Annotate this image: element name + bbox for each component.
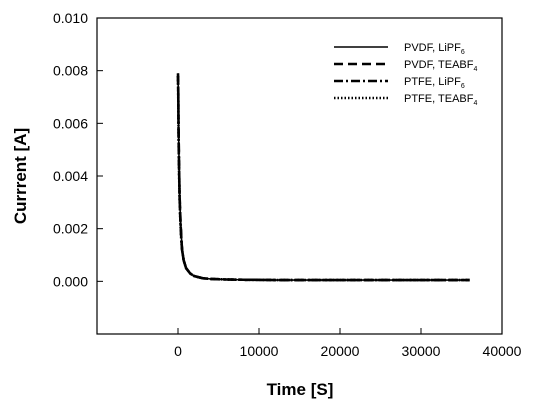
legend-label-main: PVDF, TEABF [404,59,474,71]
legend-label-subscript: 4 [473,100,477,107]
legend-label-2: PTFE, LiPF6 [404,76,465,90]
legend-label-subscript: 4 [473,66,477,73]
legend-label-main: PTFE, TEABF [404,93,474,105]
x-tick-label: 30000 [402,343,441,359]
y-tick-label: 0.008 [53,63,88,79]
legend-label-subscript: 6 [461,49,465,56]
y-tick-label: 0.010 [53,10,88,26]
legend-label-0: PVDF, LiPF6 [404,42,465,56]
x-axis-title: Time [S] [267,380,334,399]
x-tick-label: 40000 [483,343,522,359]
y-tick-label: 0.004 [53,168,88,184]
y-axis-ticks: 0.000 0.002 0.004 0.006 0.008 0.010 [53,10,103,289]
y-tick-label: 0.000 [53,273,88,289]
legend-label-1: PVDF, TEABF4 [404,59,477,73]
x-tick-label: 20000 [321,343,360,359]
legend-label-3: PTFE, TEABF4 [404,93,477,107]
y-axis-title: Currrent [A] [11,128,30,224]
legend-label-main: PVDF, LiPF [404,42,461,54]
y-tick-label: 0.002 [53,221,88,237]
x-axis-ticks: 0 10000 20000 30000 40000 [174,328,522,359]
legend-label-subscript: 6 [461,83,465,90]
series-line-3 [176,75,470,282]
x-tick-label: 10000 [240,343,279,359]
y-tick-label: 0.006 [53,115,88,131]
plot-layer [176,73,470,282]
x-tick-label: 0 [174,343,182,359]
legend-label-main: PTFE, LiPF [404,76,461,88]
series-line-2 [176,75,470,282]
